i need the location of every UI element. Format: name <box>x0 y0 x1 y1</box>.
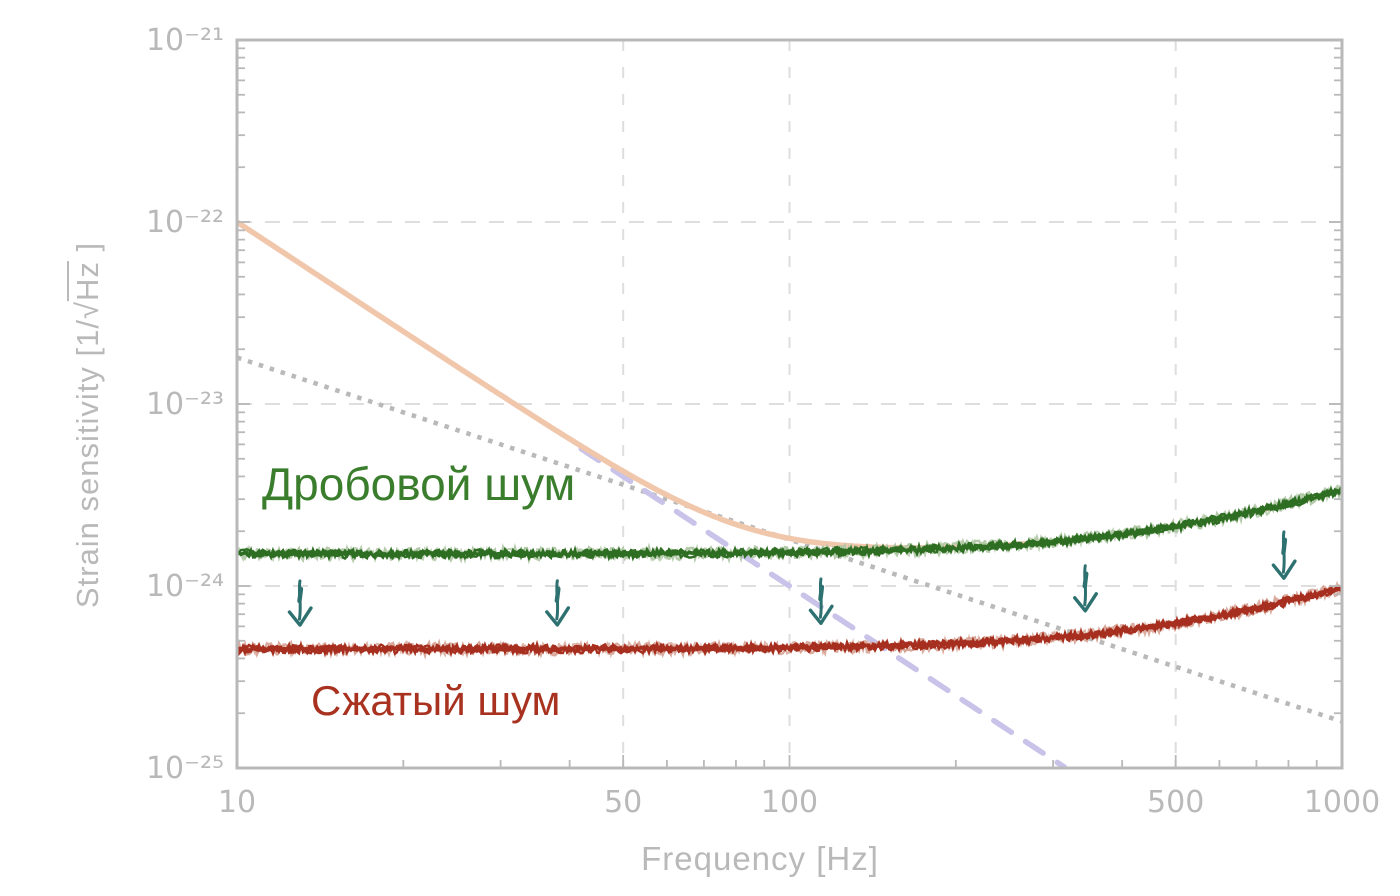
x-tick-label: 1000 <box>1304 785 1380 820</box>
down-arrow <box>287 579 313 627</box>
shot-noise-curve <box>238 484 1341 565</box>
curves <box>238 219 1341 767</box>
down-arrow <box>545 579 571 627</box>
axes <box>235 38 1344 770</box>
y-axis-title-prefix: Strain sensitivity [1/ <box>70 319 105 609</box>
x-tick-label: 500 <box>1147 785 1204 820</box>
shot-noise-label: Дробовой шум <box>262 458 576 510</box>
ticks <box>236 39 1343 769</box>
standard-quantum-limit-curve <box>238 355 1341 724</box>
x-axis-title-text: Frequency [Hz] <box>641 840 879 877</box>
down-arrow <box>1073 564 1098 613</box>
y-tick-label: 10⁻²⁴ <box>146 569 224 604</box>
x-tick-label: 100 <box>761 785 818 820</box>
x-tick-label: 10 <box>218 785 256 820</box>
down-arrow <box>808 577 834 625</box>
y-tick-label: 10⁻²² <box>146 205 224 240</box>
sqrt-radical: √ <box>70 301 105 320</box>
y-axis-title: Strain sensitivity [1/√Hz ] <box>67 241 106 609</box>
down-arrow <box>1271 530 1297 580</box>
radiation-pressure-curve <box>578 446 1068 767</box>
tick-labels: 10 50 100 500 1000 10⁻²¹ 10⁻²² 10⁻²³ 10⁻²⁴ 10⁻²⁵ <box>146 23 1380 820</box>
y-tick-label: 10⁻²¹ <box>146 23 224 58</box>
squeezing-arrows <box>287 530 1297 627</box>
y-tick-label: 10⁻²⁵ <box>146 751 224 786</box>
x-axis-title: Frequency [Hz] <box>641 840 879 878</box>
y-axis-title-suffix: ] <box>70 241 105 262</box>
x-tick-label: 50 <box>604 785 642 820</box>
squeezed-noise-curve <box>238 580 1341 660</box>
sqrt-radicand: Hz <box>67 261 105 302</box>
y-tick-label: 10⁻²³ <box>146 387 224 422</box>
squeezed-noise-label: Сжатый шум <box>311 677 561 724</box>
gridlines <box>237 40 1342 768</box>
